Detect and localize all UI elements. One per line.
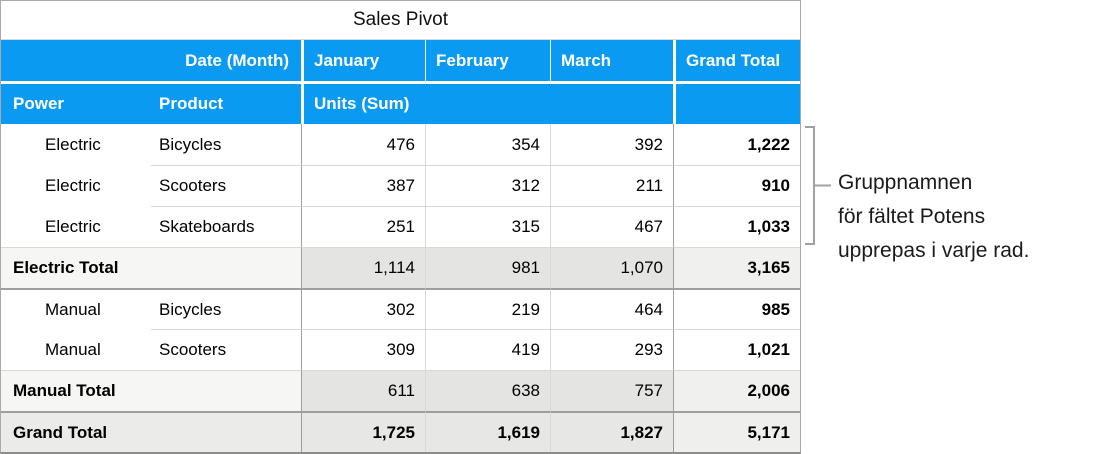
power-cell[interactable]: Manual <box>1 288 151 329</box>
row-total-cell[interactable]: 910 <box>673 165 800 206</box>
value-cell[interactable]: 419 <box>425 329 550 370</box>
row-total-cell[interactable]: 1,021 <box>673 329 800 370</box>
row-total-cell[interactable]: 3,165 <box>673 247 800 288</box>
header-power[interactable]: Power <box>1 84 151 124</box>
value-cell[interactable]: 757 <box>550 370 673 411</box>
table-row: Electric Skateboards 251 315 467 1,033 <box>1 206 800 247</box>
header-units-sum[interactable]: Units (Sum) <box>301 84 673 124</box>
header-march[interactable]: March <box>550 40 673 81</box>
value-cell[interactable]: 251 <box>301 206 425 247</box>
total-label-cell[interactable]: Manual Total <box>1 370 301 411</box>
table-row: Manual Total 611 638 757 2,006 <box>1 370 800 411</box>
total-label-cell[interactable]: Grand Total <box>1 411 301 452</box>
value-cell[interactable]: 638 <box>425 370 550 411</box>
header-date-month[interactable]: Date (Month) <box>1 40 301 81</box>
pivot-table: Sales Pivot Date (Month) January Februar… <box>0 0 801 454</box>
value-cell[interactable]: 611 <box>301 370 425 411</box>
header-product[interactable]: Product <box>151 84 301 124</box>
callout-line: för fältet Potens <box>838 205 986 228</box>
row-total-cell[interactable]: 1,222 <box>673 124 800 165</box>
power-cell[interactable]: Manual <box>45 339 101 359</box>
column-header-row: Date (Month) January February March Gran… <box>1 40 800 81</box>
field-header-row: Power Product Units (Sum) <box>1 84 800 124</box>
value-cell[interactable]: 1,114 <box>301 247 425 288</box>
header-empty[interactable] <box>673 84 800 124</box>
callout-bracket <box>805 126 831 245</box>
row-total-cell[interactable]: 1,033 <box>673 206 800 247</box>
callout-line: upprepas i varje rad. <box>838 239 1030 262</box>
table-body: Electric Bicycles 476 354 392 1,222 Electric Sc… <box>1 124 800 452</box>
value-cell[interactable]: 309 <box>301 329 425 370</box>
value-cell[interactable]: 1,070 <box>550 247 673 288</box>
row-total-cell[interactable]: 5,171 <box>673 411 800 452</box>
power-cell[interactable]: Electric <box>45 216 101 236</box>
table-row: Electric Scooters 387 312 211 910 <box>1 165 800 206</box>
value-cell[interactable]: 211 <box>550 165 673 206</box>
row-total-cell[interactable]: 985 <box>673 288 800 329</box>
table-row: Manual Scooters 309 419 293 1,021 <box>1 329 800 370</box>
header-row-separator <box>1 81 800 84</box>
table-row: Manual Bicycles 302 219 464 985 <box>1 288 800 329</box>
callout-line: Gruppnamnen <box>838 171 973 194</box>
value-cell[interactable]: 387 <box>301 165 425 206</box>
product-cell[interactable]: Bicycles <box>151 288 301 329</box>
table-row: Electric Total 1,114 981 1,070 3,165 <box>1 247 800 288</box>
table-title[interactable]: Sales Pivot <box>352 9 449 30</box>
product-cell[interactable]: Skateboards <box>151 206 301 247</box>
product-cell[interactable]: Scooters <box>151 165 301 206</box>
value-cell[interactable]: 1,619 <box>425 411 550 452</box>
value-cell[interactable]: 219 <box>425 288 550 329</box>
value-cell[interactable]: 315 <box>425 206 550 247</box>
callout-text: Gruppnamnen för fältet Potens upprepas i… <box>838 166 1029 268</box>
value-cell[interactable]: 354 <box>425 124 550 165</box>
value-cell[interactable]: 476 <box>301 124 425 165</box>
row-total-cell[interactable]: 2,006 <box>673 370 800 411</box>
power-cell[interactable]: Electric <box>45 175 101 195</box>
header-january[interactable]: January <box>301 40 425 81</box>
value-cell[interactable]: 467 <box>550 206 673 247</box>
power-cell[interactable]: Electric <box>45 134 101 154</box>
value-cell[interactable]: 981 <box>425 247 550 288</box>
value-cell[interactable]: 293 <box>550 329 673 370</box>
value-cell[interactable]: 312 <box>425 165 550 206</box>
value-cell[interactable]: 1,827 <box>550 411 673 452</box>
value-cell[interactable]: 464 <box>550 288 673 329</box>
table-row: Grand Total 1,725 1,619 1,827 5,171 <box>1 411 800 452</box>
value-cell[interactable]: 1,725 <box>301 411 425 452</box>
value-cell[interactable]: 392 <box>550 124 673 165</box>
table-row: Electric Bicycles 476 354 392 1,222 <box>1 124 800 165</box>
total-label-cell[interactable]: Electric Total <box>1 247 301 288</box>
header-february[interactable]: February <box>425 40 550 81</box>
table-title-row: Sales Pivot <box>1 1 800 40</box>
product-cell[interactable]: Bicycles <box>159 134 222 154</box>
product-cell[interactable]: Scooters <box>151 329 301 370</box>
value-cell[interactable]: 302 <box>301 288 425 329</box>
header-grand-total[interactable]: Grand Total <box>673 40 800 81</box>
